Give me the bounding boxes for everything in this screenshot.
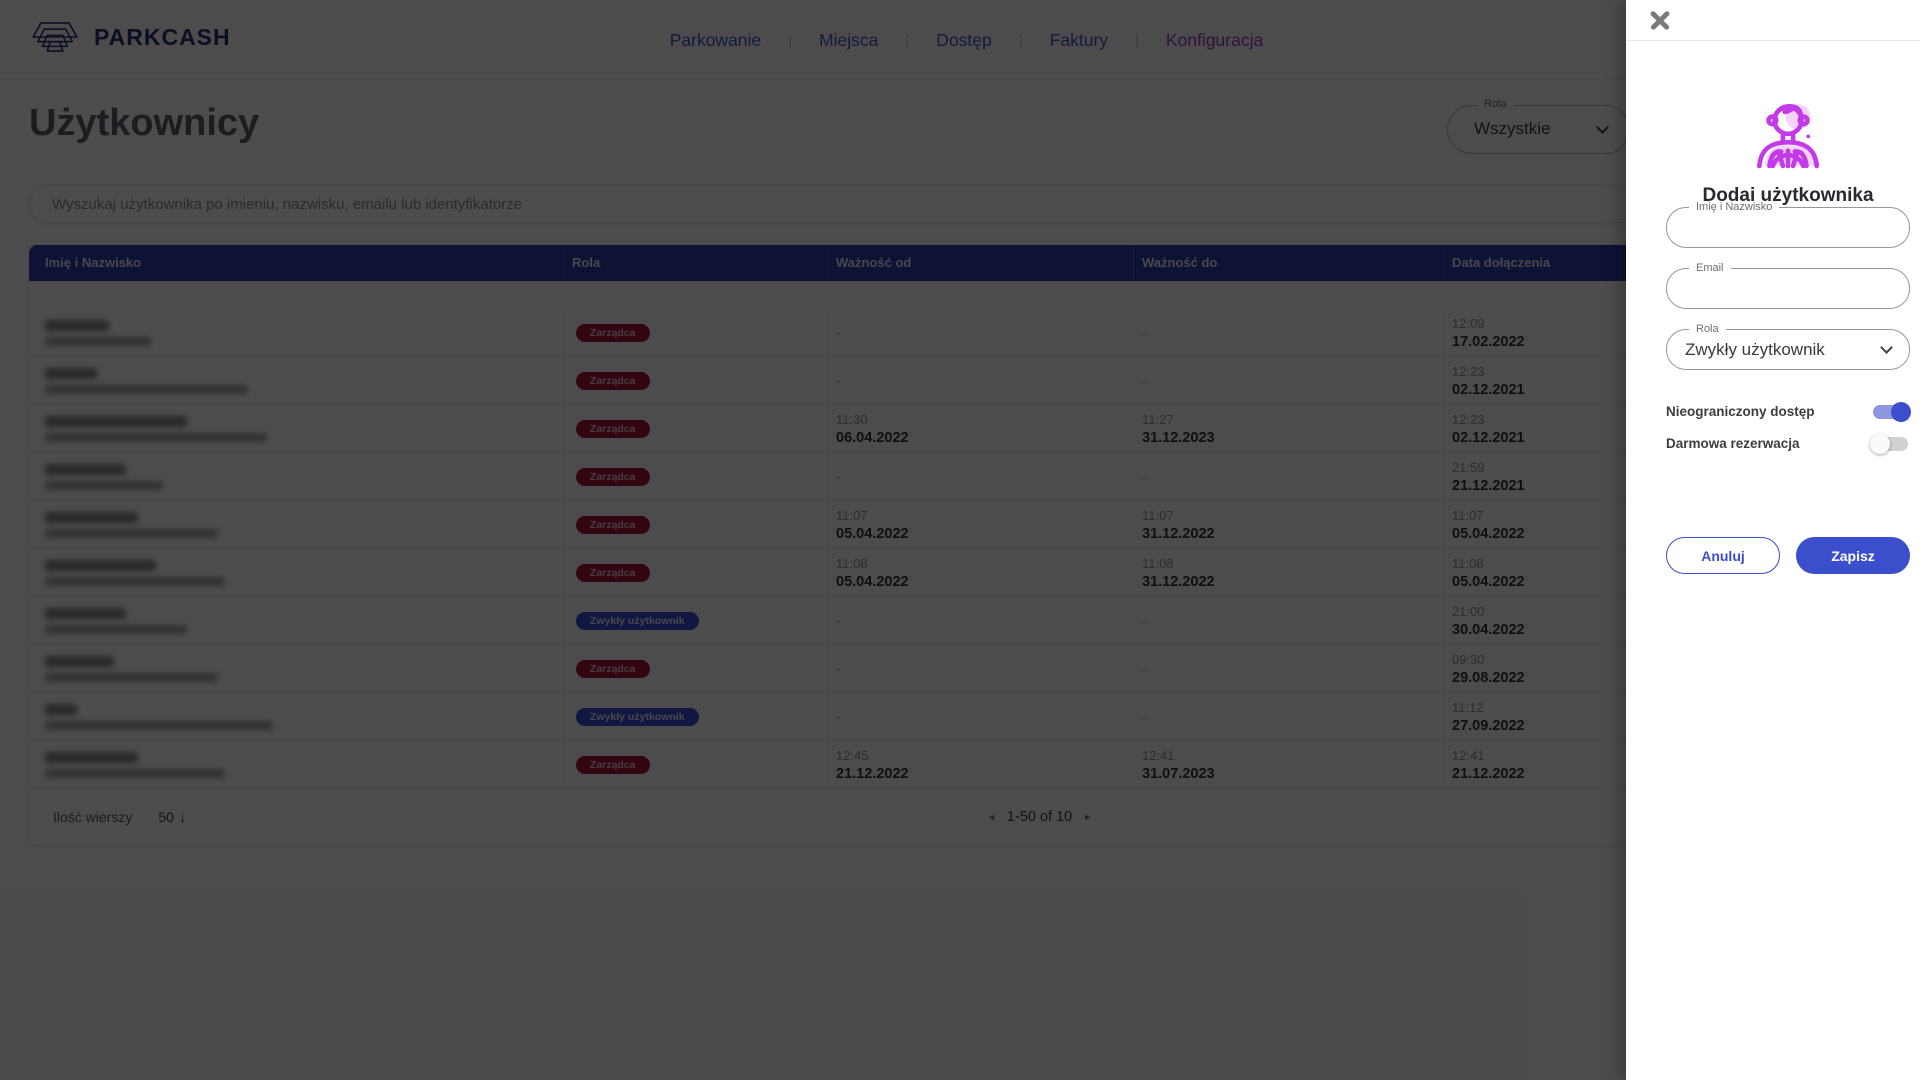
add-user-panel: Dodaj użytkownika Imię i Nazwisko Email … (1626, 0, 1920, 1080)
chevron-down-icon (1880, 341, 1893, 354)
role-select-value: Zwykły użytkownik (1685, 339, 1825, 359)
free-reservation-row: Darmowa rezerwacja (1666, 433, 1910, 454)
role-select-label: Rola (1689, 323, 1726, 335)
email-field-label: Email (1689, 262, 1731, 274)
panel-body: Dodaj użytkownika Imię i Nazwisko Email … (1666, 95, 1911, 574)
panel-title: Dodaj użytkownika (1702, 185, 1874, 206)
email-field: Email (1666, 262, 1910, 309)
free-reservation-label: Darmowa rezerwacja (1666, 436, 1800, 451)
save-button[interactable]: Zapisz (1796, 537, 1910, 574)
close-icon[interactable] (1648, 9, 1672, 31)
cancel-button[interactable]: Anuluj (1666, 537, 1780, 574)
panel-actions: Anuluj Zapisz (1666, 537, 1910, 574)
role-select[interactable]: Rola Zwykły użytkownik (1666, 323, 1910, 370)
unlimited-access-label: Nieograniczony dostęp (1666, 404, 1815, 419)
toggle-switch[interactable] (1870, 433, 1908, 454)
toggle-switch[interactable] (1873, 401, 1911, 422)
unlimited-access-row: Nieograniczony dostęp (1666, 401, 1911, 422)
panel-header (1626, 0, 1920, 41)
name-field: Imię i Nazwisko (1666, 201, 1910, 248)
driver-icon (1746, 95, 1830, 171)
name-field-label: Imię i Nazwisko (1689, 201, 1780, 213)
name-input[interactable] (1667, 208, 1909, 247)
email-input[interactable] (1667, 269, 1909, 308)
toggle-section: Nieograniczony dostęp Darmowa rezerwacja (1666, 401, 1911, 454)
